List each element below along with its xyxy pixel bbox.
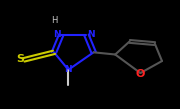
- Text: N: N: [53, 30, 60, 39]
- Text: N: N: [65, 65, 72, 74]
- Text: H: H: [51, 16, 57, 25]
- Text: N: N: [87, 30, 95, 39]
- Text: O: O: [136, 69, 145, 79]
- Text: S: S: [16, 54, 24, 64]
